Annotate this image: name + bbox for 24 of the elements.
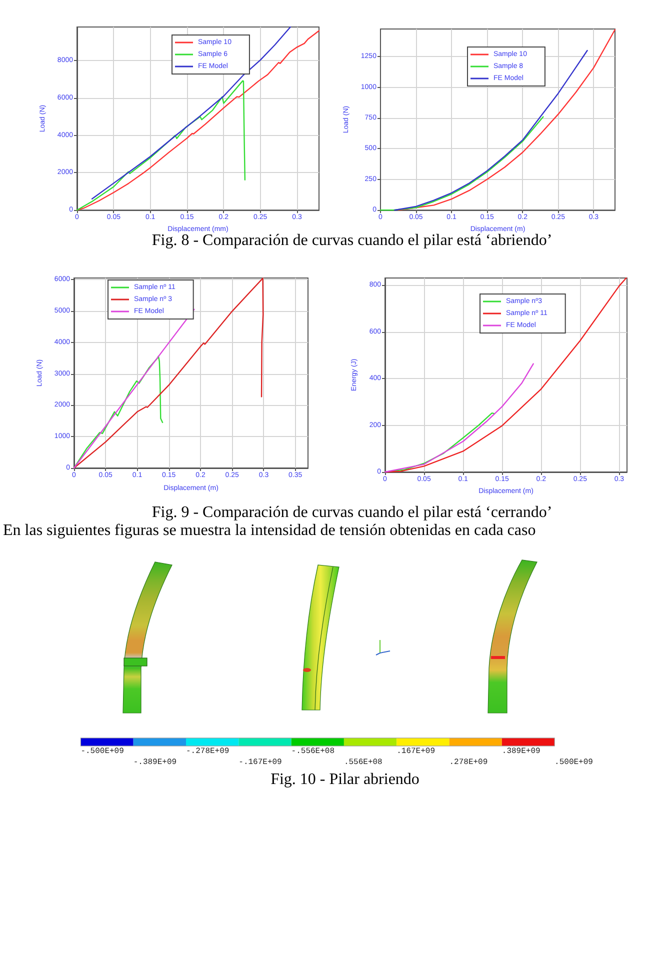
text: .556E+08 — [344, 758, 382, 768]
text: En las siguientes figuras se muestra la intensidad de tensión obtenidas en cada caso — [3, 522, 536, 540]
caption: Fig. 8 - Comparación de curvas cuando el pilar está ‘abriendo’ — [152, 232, 552, 250]
text: -.500E+09 — [80, 747, 124, 757]
line-series — [91, 26, 291, 200]
text: -.389E+09 — [133, 758, 177, 768]
line-series — [76, 30, 320, 211]
caption: Fig. 9 - Comparación de curvas cuando el pilar está ‘cerrando’ — [152, 504, 552, 522]
line-series — [73, 356, 164, 469]
text: .167E+09 — [396, 747, 435, 757]
line-series — [398, 29, 616, 211]
line-series — [384, 277, 627, 473]
line-series — [73, 308, 195, 469]
text: .389E+09 — [502, 747, 540, 757]
text: -.278E+09 — [186, 747, 230, 757]
line-series — [394, 50, 588, 211]
line-series — [76, 80, 246, 211]
caption: Fig. 10 - Pilar abriendo — [270, 771, 420, 789]
line-series — [380, 116, 544, 211]
text: -.167E+09 — [238, 758, 282, 768]
text: -.556E+08 — [291, 747, 335, 757]
text: .500E+09 — [554, 758, 593, 768]
line-series — [384, 363, 534, 473]
text: .278E+09 — [449, 758, 488, 768]
